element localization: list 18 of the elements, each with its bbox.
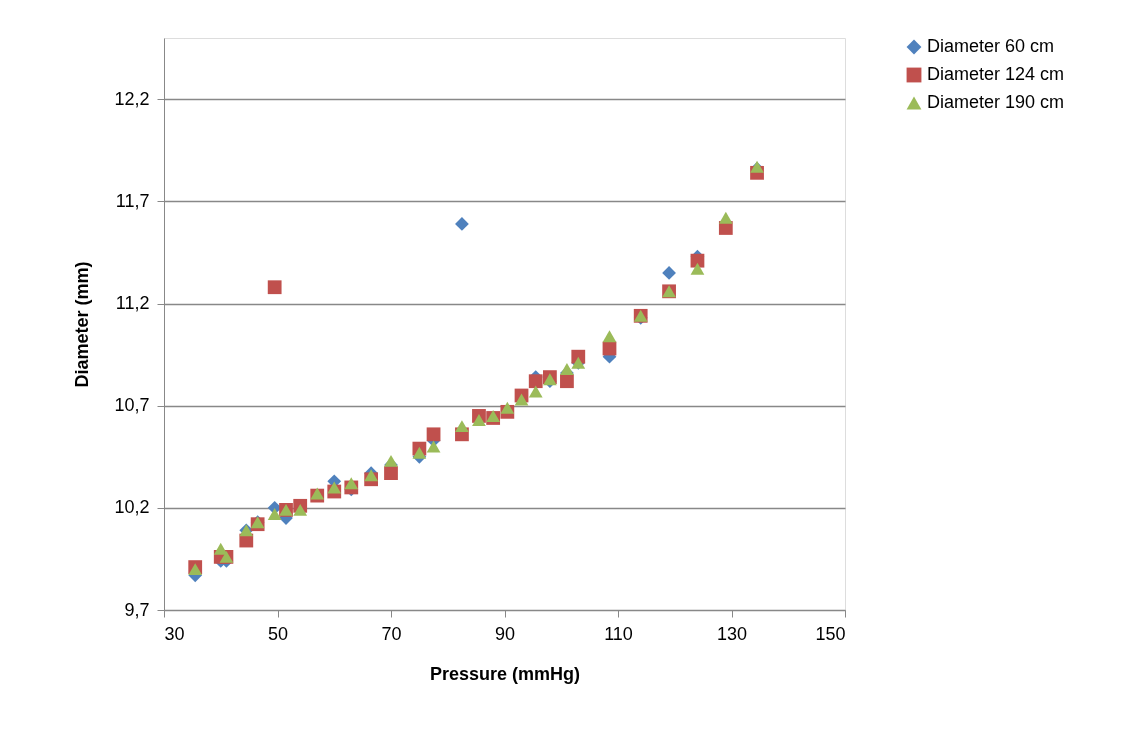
legend-label: Diameter 190 cm [927,92,1065,112]
x-tick-label: 150 [815,623,846,644]
x-tick-label: 90 [494,623,516,644]
legend-label: Diameter 124 cm [927,64,1065,84]
y-tick-label: 11,2 [115,293,150,314]
legend-label: Diameter 60 cm [927,36,1055,56]
y-tick-label: 11,7 [115,190,150,211]
y-axis-title: Diameter (mm) [72,261,93,388]
y-tick-label: 12,2 [114,88,150,109]
x-tick-label: 110 [604,623,633,644]
x-axis-title: Pressure (mmHg) [429,663,581,684]
x-tick-label: 130 [716,623,748,644]
x-tick-label: 50 [267,623,289,644]
y-tick-label: 10,2 [114,497,150,518]
y-tick-label: 10,7 [114,395,150,416]
x-tick-label: 70 [381,623,402,644]
x-tick-label: 30 [164,623,185,644]
y-tick-label: 9,7 [124,599,150,620]
